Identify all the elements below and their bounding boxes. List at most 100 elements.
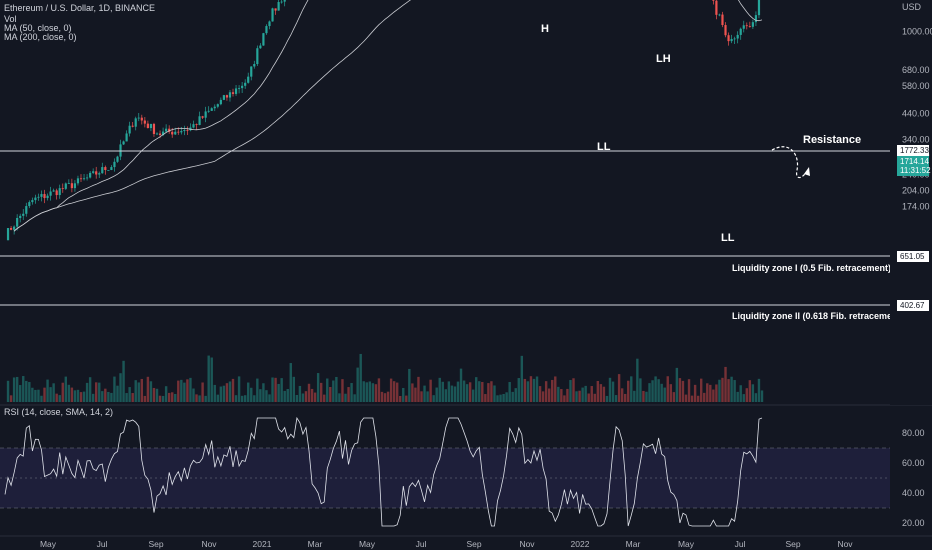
volume-bar <box>277 383 280 402</box>
candle-body <box>259 45 262 49</box>
price-axis[interactable] <box>890 0 932 405</box>
rsi-tick-label: 60.00 <box>902 458 925 468</box>
vol-legend[interactable]: Vol <box>4 14 17 24</box>
volume-bar <box>67 384 71 402</box>
volume-bar <box>201 382 204 402</box>
candle-body <box>58 188 61 196</box>
volume-bar <box>526 381 530 402</box>
candle-body <box>283 0 286 2</box>
candle-body <box>155 133 159 135</box>
rsi-legend[interactable]: RSI (14, close, SMA, 14, 2) <box>4 407 113 417</box>
time-tick-label: Mar <box>626 539 641 549</box>
volume-bar <box>444 389 448 402</box>
ma50-legend[interactable]: MA (50, close, 0) <box>4 23 72 33</box>
candle-body <box>161 131 165 135</box>
volume-bar <box>204 395 207 402</box>
volume-bar <box>271 377 274 402</box>
volume-bar <box>104 388 107 402</box>
volume-bar <box>152 387 156 402</box>
candle-body <box>715 0 718 15</box>
volume-bar <box>6 380 10 402</box>
volume-bar <box>128 387 131 402</box>
volume-bar <box>687 379 691 402</box>
volume-bar <box>195 394 198 402</box>
price-candles <box>6 0 761 241</box>
volume-bar <box>155 388 159 402</box>
volume-bar <box>532 378 536 402</box>
volume-bar <box>639 378 642 402</box>
volume-bar <box>143 395 147 402</box>
volume-bar <box>715 384 718 402</box>
volume-bar <box>560 389 563 402</box>
volume-bar <box>392 381 396 402</box>
candle-body <box>754 15 758 23</box>
candle-body <box>253 64 256 67</box>
candle-body <box>748 26 751 27</box>
candle-body <box>268 21 271 27</box>
volume-bar <box>657 379 660 402</box>
annotation-liquidity-zone-2: Liquidity zone II (0.618 Fib. retracemen… <box>732 311 904 321</box>
volume-bar <box>61 382 64 402</box>
volume-bar <box>79 392 83 402</box>
price-tick-label: 580.00 <box>902 81 930 91</box>
candle-body <box>250 66 253 77</box>
volume-bar <box>329 386 332 402</box>
volume-bar <box>262 383 265 402</box>
volume-bar <box>590 386 593 402</box>
time-axis[interactable]: May Jul Sep Nov 2021 Mar May Jul Sep Nov 2022 Mar Ma… <box>40 539 853 549</box>
volume-bar <box>210 357 213 402</box>
candle-body <box>751 22 754 27</box>
time-tick-label: Jul <box>735 539 746 549</box>
volume-bar <box>180 379 183 402</box>
volume-bar <box>37 389 40 402</box>
volume-bar <box>529 376 533 402</box>
volume-bar <box>599 384 603 402</box>
candle-body <box>149 123 153 129</box>
volume-bar <box>380 391 384 402</box>
candle-body <box>736 34 739 39</box>
ma200-legend[interactable]: MA (200, close, 0) <box>4 32 77 42</box>
candle-body <box>104 167 107 170</box>
candle-body <box>225 95 229 98</box>
volume-bar <box>642 390 645 402</box>
volume-bar <box>219 386 223 402</box>
volume-bar <box>459 368 463 402</box>
volume-bar <box>511 391 514 402</box>
rsi-ticks: 80.00 60.00 40.00 20.00 <box>902 428 925 528</box>
annotation-h: H <box>541 23 549 35</box>
time-tick-label: Nov <box>837 539 853 549</box>
volume-bar <box>438 377 441 402</box>
volume-bar <box>40 395 43 402</box>
volume-bar <box>19 385 22 402</box>
volume-bar <box>703 392 706 402</box>
volume-bar <box>493 385 496 402</box>
volume-bar <box>739 385 742 402</box>
volume-bar <box>724 366 727 402</box>
volume-bar <box>131 393 134 402</box>
candle-body <box>95 171 98 175</box>
volume-bar <box>98 382 101 402</box>
volume-bar <box>478 381 481 402</box>
candle-body <box>207 110 210 112</box>
volume-bar <box>22 376 25 402</box>
candle-body <box>210 108 213 111</box>
volume-bar <box>356 367 359 402</box>
volume-bar <box>161 395 165 402</box>
rsi-tick-label: 40.00 <box>902 488 925 498</box>
volume-bar <box>149 381 153 402</box>
volume-bar <box>441 381 444 402</box>
candle-body <box>280 1 283 3</box>
symbol-title[interactable]: Ethereum / U.S. Dollar, 1D, BINANCE <box>4 3 155 13</box>
candle-body <box>733 38 736 40</box>
candle-body <box>204 111 207 118</box>
candle-body <box>219 99 222 105</box>
volume-bar <box>475 377 478 402</box>
volume-bar <box>496 395 499 402</box>
volume-bar <box>672 392 676 402</box>
volume-bar <box>651 380 654 402</box>
time-tick-label: Sep <box>466 539 481 549</box>
candle-body <box>228 92 232 98</box>
candle-body <box>82 178 86 180</box>
volume-bar <box>31 387 34 402</box>
